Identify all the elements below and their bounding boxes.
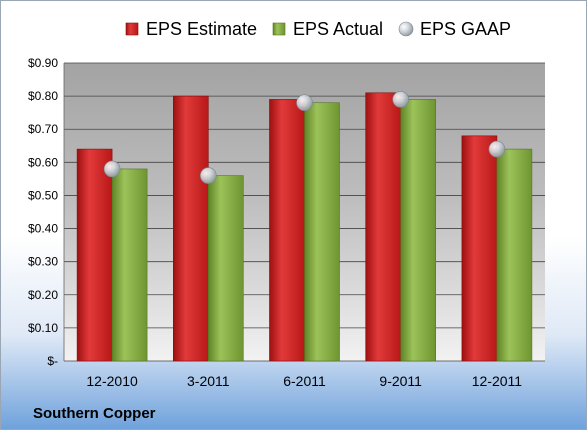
- eps-estimate-bar: [461, 135, 498, 362]
- eps-gaap-marker: [488, 140, 506, 158]
- eps-gaap-marker: [200, 167, 217, 184]
- x-tick-label: 12-2011: [472, 373, 523, 389]
- legend-swatch-gaap: [398, 21, 414, 37]
- eps-actual-bar: [496, 148, 533, 362]
- gaap-markers: [103, 91, 506, 184]
- y-tick-label: $0.40: [28, 222, 58, 236]
- x-tick-label: 3-2011: [187, 373, 230, 389]
- y-tick-label: $0.20: [28, 288, 58, 302]
- legend-swatch-actual: [272, 22, 286, 36]
- eps-gaap-marker: [296, 94, 313, 112]
- y-axis: $- $0.10 $0.20 $0.30 $0.40 $0.50 $0.60 $0.70 $0.…: [28, 56, 58, 368]
- eps-estimate-bar: [269, 99, 305, 362]
- legend: EPS Estimate EPS Actual EPS GAAP: [125, 19, 511, 39]
- y-tick-label: $0.60: [28, 155, 58, 169]
- y-tick-label: $0.30: [28, 255, 58, 269]
- x-tick-label: 12-2010: [86, 373, 138, 389]
- x-tick-label: 6-2011: [283, 373, 326, 389]
- eps-actual-bar: [304, 102, 340, 362]
- x-tick-label: 9-2011: [379, 373, 422, 389]
- eps-actual-bar: [400, 99, 437, 362]
- eps-actual-bar: [208, 175, 244, 362]
- eps-estimate-bar: [76, 148, 113, 362]
- x-axis: 12-2010 3-2011 6-2011 9-2011 12-2011: [86, 373, 522, 389]
- eps-gaap-marker: [103, 160, 121, 178]
- y-tick-label: $0.90: [28, 56, 58, 70]
- bars: [76, 92, 533, 362]
- legend-label: EPS Actual: [293, 19, 383, 39]
- eps-estimate-bar: [365, 92, 402, 362]
- eps-gaap-marker: [392, 91, 410, 108]
- legend-swatch-estimate: [125, 22, 139, 36]
- legend-label: EPS Estimate: [146, 19, 257, 39]
- y-tick-label: $0.70: [28, 122, 58, 136]
- y-tick-label: $0.10: [28, 321, 58, 335]
- eps-actual-bar: [111, 168, 148, 362]
- y-tick-label: $0.80: [28, 89, 58, 103]
- y-tick-label: $0.50: [28, 188, 58, 202]
- eps-estimate-bar: [173, 95, 209, 362]
- legend-label: EPS GAAP: [420, 19, 511, 39]
- y-tick-label: $-: [47, 354, 58, 368]
- company-name: Southern Copper: [33, 405, 156, 422]
